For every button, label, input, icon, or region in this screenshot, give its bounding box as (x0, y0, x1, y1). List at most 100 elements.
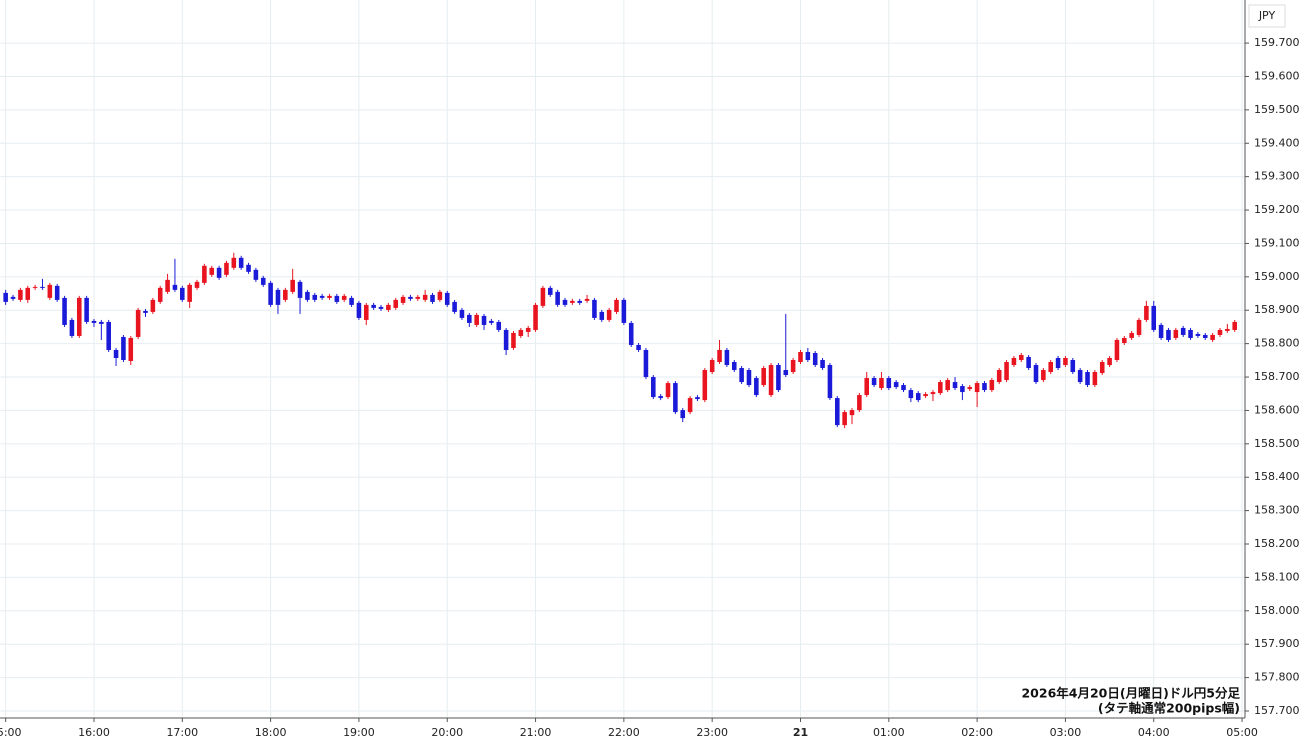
candle-body (606, 309, 612, 320)
candle-body (982, 383, 987, 391)
y-tick-label: 158.200 (1254, 537, 1300, 550)
candle-body (40, 286, 45, 288)
candle-body (113, 349, 119, 358)
candle-body (496, 321, 502, 330)
x-tick-label: 03:00 (1050, 726, 1082, 739)
candle-body (165, 279, 170, 292)
candle-body (106, 321, 111, 350)
candle-body (724, 349, 730, 366)
candle-body (76, 297, 82, 336)
candle-body (231, 257, 237, 268)
candle-body (327, 295, 332, 298)
candle-body (467, 314, 472, 323)
candle-body (363, 304, 369, 320)
candle-body (1232, 321, 1237, 330)
grid (0, 0, 1245, 718)
candle-body (680, 410, 686, 419)
candle-body (1092, 372, 1098, 386)
candle-body (776, 365, 781, 391)
candle-body (474, 314, 479, 325)
candle-body (812, 352, 818, 366)
y-tick-label: 158.400 (1254, 470, 1300, 483)
candle-body (731, 362, 737, 371)
candle-body (511, 332, 516, 348)
candle-body (857, 395, 862, 411)
candle-body (533, 304, 538, 330)
candle-body (687, 398, 693, 413)
candle-body (246, 264, 251, 272)
candle-body (665, 383, 671, 398)
candle-body (1195, 333, 1201, 336)
axis-labels: 159.700 159.600 159.500 159.400 159.300 159.2… (0, 36, 1300, 739)
currency-label: JPY (1258, 9, 1276, 22)
y-tick-label: 157.700 (1254, 704, 1300, 717)
candle-body (1151, 305, 1157, 330)
candle-body (378, 306, 384, 309)
y-tick-label: 158.000 (1254, 604, 1300, 617)
candle-body (1129, 332, 1134, 338)
candle-body (1099, 362, 1105, 374)
candle-body (99, 321, 104, 324)
candle-body (319, 295, 325, 298)
candle-body (121, 336, 126, 361)
candle-body (996, 370, 1002, 383)
x-tick-label: 22:00 (608, 726, 640, 739)
y-tick-label: 159.000 (1254, 270, 1300, 283)
candle-body (695, 397, 700, 400)
candle-body (356, 302, 362, 318)
candle-body (128, 337, 134, 362)
candle-body (709, 360, 715, 373)
y-tick-label: 158.600 (1254, 403, 1300, 416)
candle-body (54, 285, 60, 300)
currency-box (1248, 4, 1286, 28)
x-tick-label: 18:00 (255, 726, 287, 739)
x-tick-label: 21 (793, 726, 808, 739)
candle-body (938, 382, 943, 394)
candle-body (84, 297, 89, 322)
candle-body (923, 394, 928, 397)
candle-body (614, 299, 619, 312)
x-tick-label: 19:00 (343, 726, 375, 739)
candle-body (422, 294, 428, 300)
x-tick-label: 05:00 (1226, 726, 1258, 739)
candle-body (754, 378, 759, 396)
candle-body (547, 287, 553, 295)
candle-body (1041, 370, 1046, 381)
candle-body (967, 387, 973, 390)
candle-body (643, 349, 649, 378)
candle-body (562, 299, 568, 305)
candle-body (1033, 365, 1039, 383)
candle-body (864, 378, 870, 396)
y-tick-label: 158.800 (1254, 337, 1300, 350)
candle-body (32, 286, 38, 288)
candle-body (628, 322, 634, 345)
candle-body (702, 370, 708, 401)
candle-body (25, 287, 31, 300)
candle-body (135, 309, 141, 337)
candle-body (481, 315, 487, 325)
candle-body (371, 304, 376, 308)
candle-body (3, 292, 8, 302)
y-tick-label: 157.900 (1254, 637, 1300, 650)
y-tick-label: 158.100 (1254, 570, 1300, 583)
candle-body (761, 368, 766, 386)
x-tick-label: 01:00 (873, 726, 905, 739)
annotation: 2026年4月20日(月曜日)ドル円5分足 (1021, 686, 1240, 701)
candle-body (893, 382, 899, 388)
candle-body (798, 351, 803, 363)
candle-body (1173, 329, 1179, 338)
candle-body (974, 383, 980, 393)
candle-body (202, 265, 207, 283)
candle-body (1107, 357, 1112, 366)
x-tick-label: 17:00 (166, 726, 198, 739)
candle-body (430, 294, 435, 302)
candle-body (518, 329, 524, 336)
candle-body (886, 378, 892, 389)
candle-body (1070, 360, 1076, 373)
candle-body (842, 412, 847, 426)
y-tick-label: 157.800 (1254, 671, 1300, 684)
candle-body (768, 365, 774, 396)
candle-body (525, 327, 531, 332)
